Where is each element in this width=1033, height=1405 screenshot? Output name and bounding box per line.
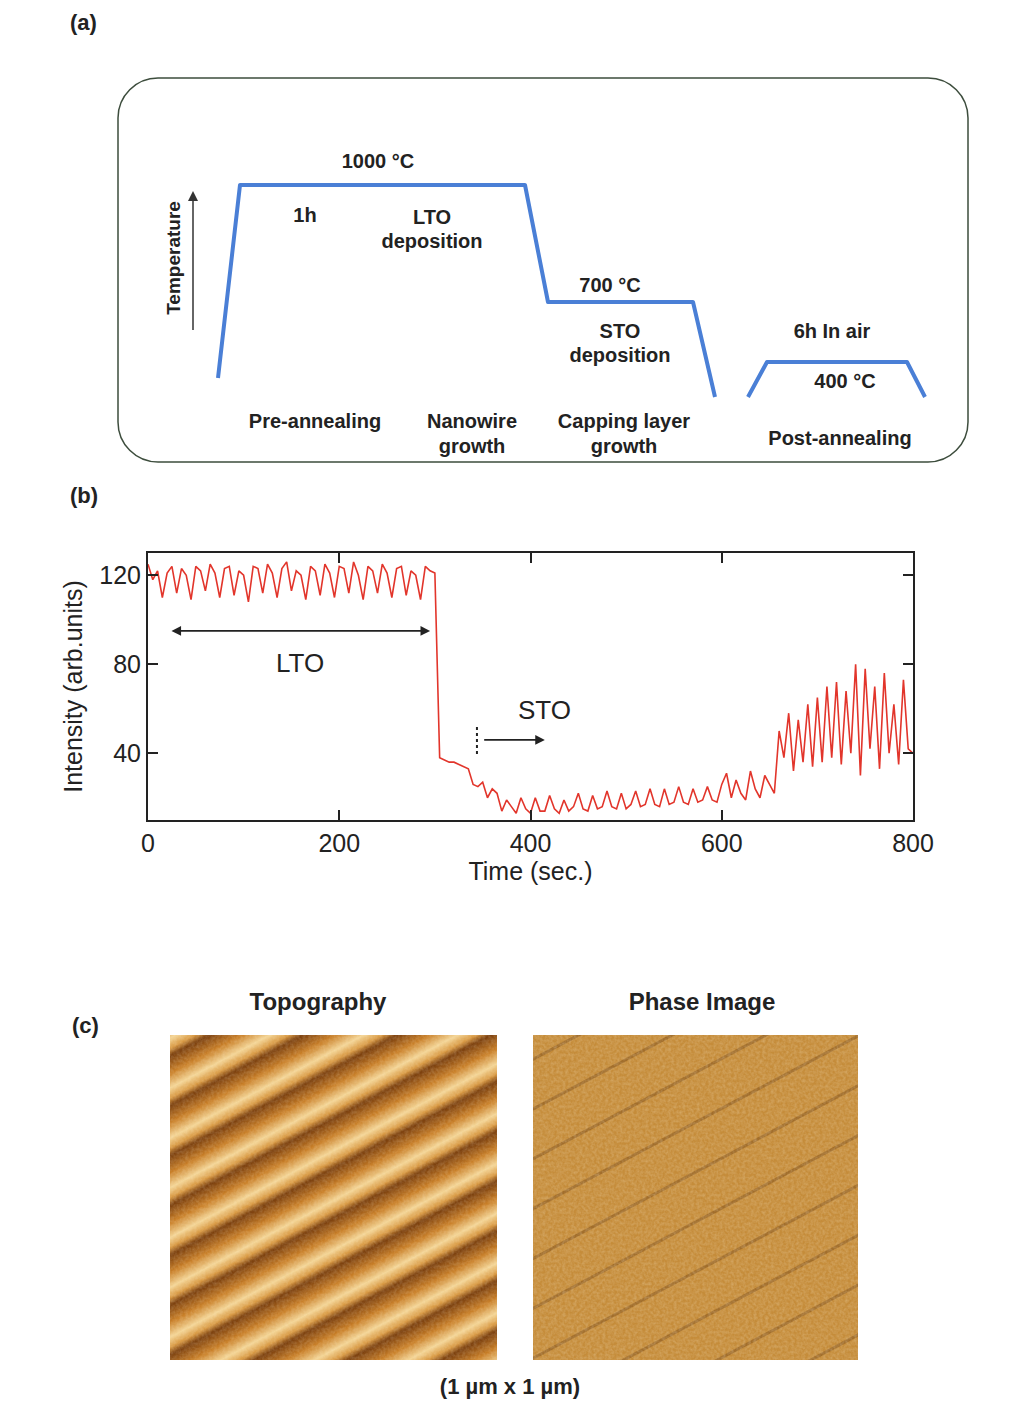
- svg-text:LTO: LTO: [413, 206, 451, 228]
- svg-text:STO: STO: [518, 695, 571, 725]
- svg-text:0: 0: [141, 829, 155, 857]
- svg-text:1h: 1h: [293, 204, 316, 226]
- svg-text:600: 600: [701, 829, 743, 857]
- svg-text:120: 120: [99, 561, 141, 589]
- svg-text:LTO: LTO: [276, 648, 324, 678]
- svg-text:400 °C: 400 °C: [814, 370, 875, 392]
- svg-text:200: 200: [318, 829, 360, 857]
- svg-text:40: 40: [113, 739, 141, 767]
- svg-text:(a): (a): [70, 10, 97, 35]
- svg-text:Phase Image: Phase Image: [629, 988, 776, 1015]
- svg-text:Time (sec.): Time (sec.): [468, 857, 592, 885]
- svg-text:400: 400: [510, 829, 552, 857]
- svg-text:Post-annealing: Post-annealing: [768, 427, 911, 449]
- svg-text:Temperature: Temperature: [163, 201, 184, 315]
- svg-text:growth: growth: [439, 435, 506, 457]
- svg-text:6h In air: 6h In air: [794, 320, 871, 342]
- svg-text:Intensity (arb.units): Intensity (arb.units): [59, 580, 87, 793]
- svg-text:700 °C: 700 °C: [579, 274, 640, 296]
- svg-text:Pre-annealing: Pre-annealing: [249, 410, 381, 432]
- svg-text:STO: STO: [600, 320, 641, 342]
- svg-text:deposition: deposition: [381, 230, 482, 252]
- svg-text:(b): (b): [70, 483, 98, 508]
- svg-text:(c): (c): [72, 1013, 99, 1038]
- svg-text:80: 80: [113, 650, 141, 678]
- svg-text:800: 800: [892, 829, 934, 857]
- svg-text:Nanowire: Nanowire: [427, 410, 517, 432]
- svg-text:deposition: deposition: [569, 344, 670, 366]
- svg-text:Capping layer: Capping layer: [558, 410, 690, 432]
- svg-text:(1 µm x 1 µm): (1 µm x 1 µm): [440, 1374, 580, 1399]
- svg-text:Topography: Topography: [250, 988, 388, 1015]
- svg-text:growth: growth: [591, 435, 658, 457]
- svg-text:1000 °C: 1000 °C: [342, 150, 415, 172]
